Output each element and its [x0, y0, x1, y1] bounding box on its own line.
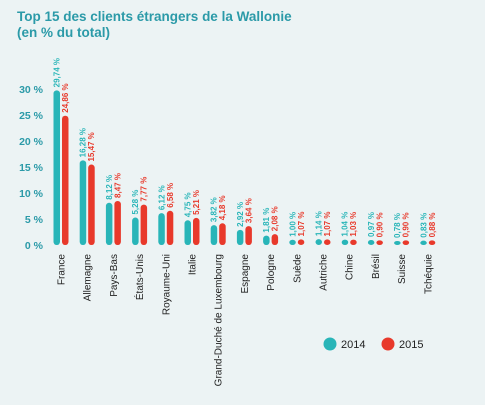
- chart-title-block: Top 15 des clients étrangers de la Wallo…: [17, 9, 292, 41]
- legend-marker-2014: [323, 337, 337, 351]
- bar-2015: [271, 234, 279, 245]
- bar-2014: [289, 239, 296, 245]
- legend-marker-2015: [381, 337, 395, 351]
- data-label-2015: 0,88 %: [428, 213, 437, 238]
- category-label: Pologne: [266, 254, 277, 291]
- data-label-2015: 3,64 %: [244, 198, 253, 223]
- data-label-2015: 1,07 %: [297, 212, 306, 237]
- bar-2014: [394, 240, 401, 245]
- bar-2015: [219, 223, 226, 245]
- category-label: Suède: [292, 254, 303, 283]
- bar-2014: [263, 235, 270, 245]
- y-tick-label: 20 %: [19, 136, 44, 148]
- legend-label-2014: 2014: [341, 339, 365, 351]
- category-label: Pays-Bas: [109, 254, 120, 297]
- chart-subtitle: (en % du total): [17, 25, 110, 40]
- data-label-2014: 1,14 %: [315, 211, 324, 236]
- bar-2014: [341, 239, 349, 245]
- data-label-2014: 1,81 %: [262, 208, 271, 233]
- data-label-2015: 1,03 %: [349, 212, 358, 237]
- data-label-2015: 7,77 %: [140, 177, 149, 202]
- data-label-2015: 4,18 %: [218, 195, 227, 220]
- y-tick-label: 30 %: [19, 84, 44, 96]
- bar-2015: [114, 200, 121, 245]
- bar-2014: [132, 217, 139, 245]
- bar-2015: [166, 210, 174, 245]
- data-label-2014: 16,28 %: [79, 128, 88, 157]
- data-label-2014: 0,78 %: [393, 213, 402, 238]
- category-label: Grand-Duché de Luxembourg: [214, 254, 225, 386]
- category-label: France: [57, 254, 68, 286]
- y-tick-label: 5 %: [25, 214, 44, 226]
- bar-2014: [236, 229, 244, 245]
- data-label-2014: 1,00 %: [288, 212, 297, 237]
- legend-label-2015: 2015: [399, 339, 423, 351]
- bar-2014: [367, 239, 375, 245]
- data-label-2015: 0,90 %: [402, 212, 411, 237]
- data-label-2015: 24,86 %: [61, 83, 70, 112]
- bar-2014: [79, 160, 87, 245]
- category-label: Suisse: [397, 254, 408, 284]
- bar-2015: [376, 240, 383, 245]
- bar-2014: [315, 239, 322, 245]
- category-label: Chine: [345, 254, 356, 281]
- bar-2015: [350, 239, 357, 245]
- y-tick-label: 0 %: [25, 240, 44, 252]
- data-label-2014: 0,97 %: [367, 212, 376, 237]
- data-label-2014: 3,82 %: [210, 197, 219, 222]
- data-label-2014: 8,12 %: [105, 175, 114, 200]
- data-label-2014: 2,92 %: [236, 202, 245, 227]
- data-label-2014: 4,75 %: [184, 192, 193, 217]
- bar-2015: [140, 204, 148, 245]
- bar-2015: [245, 226, 252, 245]
- category-label: Royaume-Uni: [161, 254, 172, 315]
- data-label-2015: 2,08 %: [271, 206, 280, 231]
- data-label-2014: 6,12 %: [157, 185, 166, 210]
- bar-2014: [105, 202, 113, 245]
- bar-2015: [428, 240, 436, 245]
- data-label-2015: 1,07 %: [323, 212, 332, 237]
- data-label-2014: 5,28 %: [131, 190, 140, 215]
- bar-2015: [193, 217, 200, 245]
- category-label: Tchéquie: [423, 254, 434, 294]
- bar-2015: [324, 239, 331, 245]
- data-label-2015: 6,58 %: [166, 183, 175, 208]
- bar-2015: [88, 164, 95, 245]
- data-label-2015: 8,47 %: [113, 173, 122, 198]
- y-tick-label: 15 %: [19, 162, 44, 174]
- category-label: Autriche: [319, 254, 330, 291]
- category-label: États-Unis: [133, 254, 146, 300]
- bar-2014: [158, 213, 165, 245]
- bar-2015: [297, 239, 305, 245]
- y-tick-label: 25 %: [19, 110, 44, 122]
- data-label-2014: 29,74 %: [53, 58, 62, 87]
- data-label-2015: 15,47 %: [87, 132, 96, 161]
- bar-2015: [62, 115, 69, 245]
- bar-2014: [53, 90, 60, 246]
- category-label: Brésil: [371, 254, 382, 279]
- bar-2014: [184, 220, 191, 245]
- data-label-2015: 0,90 %: [375, 212, 384, 237]
- data-label-2015: 5,21 %: [192, 190, 201, 215]
- category-label: Allemagne: [83, 254, 94, 302]
- category-label: Italie: [188, 254, 199, 276]
- bar-2014: [420, 240, 427, 245]
- data-label-2014: 1,04 %: [341, 212, 350, 237]
- category-label: Espagne: [240, 254, 251, 294]
- chart-title: Top 15 des clients étrangers de la Wallo…: [17, 9, 292, 24]
- data-label-2014: 0,83 %: [419, 213, 428, 238]
- y-tick-label: 10 %: [19, 188, 44, 200]
- bar-2015: [402, 240, 410, 245]
- bar-2014: [210, 225, 218, 245]
